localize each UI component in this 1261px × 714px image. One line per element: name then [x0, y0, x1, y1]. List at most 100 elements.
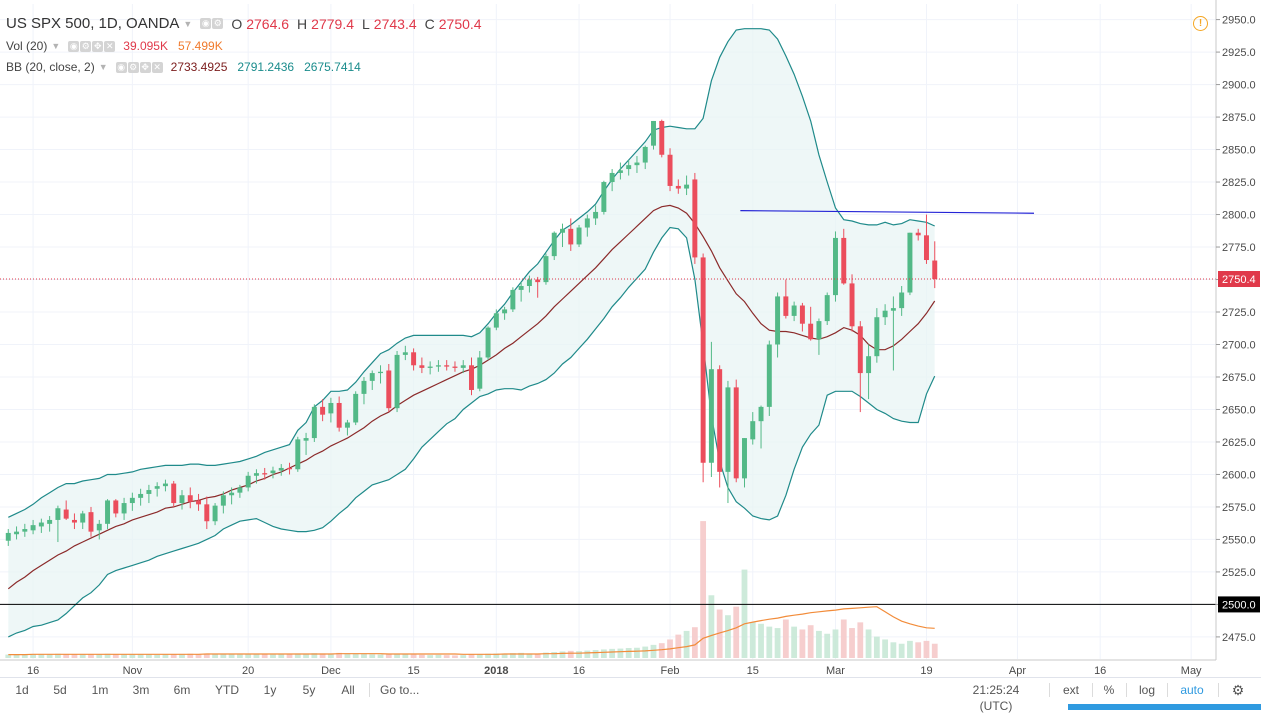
candle-body[interactable] [435, 365, 441, 367]
candle-body[interactable] [551, 232, 557, 257]
candle-body[interactable] [626, 165, 632, 170]
candle-body[interactable] [245, 475, 251, 488]
candle-body[interactable] [444, 365, 450, 367]
trendline[interactable] [740, 210, 1035, 214]
candle-body[interactable] [857, 326, 863, 374]
candle-body[interactable] [212, 505, 218, 522]
clock-time[interactable]: 21:25:24 (UTC) [972, 683, 1020, 713]
range-5y-button[interactable]: 5y [302, 683, 316, 697]
candle-body[interactable] [659, 120, 665, 155]
candle-body[interactable] [750, 421, 756, 440]
candle-body[interactable] [402, 352, 408, 355]
candle-body[interactable] [336, 402, 342, 428]
candle-body[interactable] [96, 523, 102, 531]
candle-body[interactable] [303, 438, 309, 441]
candle-body[interactable] [502, 309, 508, 314]
candle-body[interactable] [80, 513, 86, 523]
candle-body[interactable] [609, 172, 615, 183]
candle-body[interactable] [154, 486, 160, 489]
candle-body[interactable] [899, 292, 905, 309]
candle-body[interactable] [196, 500, 202, 505]
candle-body[interactable] [138, 493, 144, 498]
candle-body[interactable] [808, 323, 814, 340]
candle-body[interactable] [179, 495, 185, 504]
alert-icon[interactable]: ! [1193, 16, 1208, 31]
eye-icon[interactable]: ◉ [115, 61, 127, 73]
candle-body[interactable] [684, 184, 690, 189]
candle-body[interactable] [477, 357, 483, 389]
candle-body[interactable] [576, 227, 582, 245]
candle-body[interactable] [824, 295, 830, 322]
candle-body[interactable] [543, 256, 549, 283]
auto-toggle[interactable]: auto [1180, 683, 1204, 697]
candle-body[interactable] [237, 487, 243, 493]
candle-body[interactable] [14, 531, 20, 535]
candle-body[interactable] [427, 366, 433, 368]
candle-body[interactable] [88, 512, 94, 532]
candle-body[interactable] [526, 279, 532, 287]
range-ytd-button[interactable]: YTD [215, 683, 239, 697]
chevron-down-icon[interactable]: ▼ [51, 41, 61, 51]
candle-body[interactable] [791, 305, 797, 316]
candle-body[interactable] [485, 327, 491, 358]
candle-body[interactable] [378, 371, 383, 374]
candle-body[interactable] [617, 170, 623, 173]
candle-body[interactable] [105, 500, 111, 524]
candle-body[interactable] [700, 257, 706, 463]
candle-body[interactable] [874, 317, 880, 357]
settings-icon[interactable]: ⚙ [80, 40, 92, 52]
candle-body[interactable] [775, 296, 781, 345]
candle-body[interactable] [171, 483, 177, 504]
candle-body[interactable] [932, 260, 938, 279]
chevron-down-icon[interactable]: ▼ [98, 62, 108, 72]
candle-body[interactable] [725, 387, 731, 472]
candle-body[interactable] [642, 146, 648, 163]
range-6m-button[interactable]: 6m [173, 683, 191, 697]
candle-body[interactable] [229, 492, 235, 496]
candle-body[interactable] [253, 473, 259, 476]
candle-body[interactable] [220, 495, 226, 506]
settings-icon[interactable]: ⚙ [127, 61, 139, 73]
candle-body[interactable] [634, 162, 640, 166]
ext-toggle[interactable]: ext [1062, 683, 1079, 697]
candle-body[interactable] [287, 467, 293, 470]
candle-body[interactable] [129, 497, 135, 504]
candle-body[interactable] [162, 483, 168, 487]
symbol-title[interactable]: US SPX 500, 1D, OANDA [6, 15, 180, 32]
candle-body[interactable] [386, 370, 392, 409]
candle-body[interactable] [651, 120, 656, 146]
candle-body[interactable] [493, 313, 499, 328]
candle-body[interactable] [311, 406, 317, 439]
candle-body[interactable] [320, 406, 326, 415]
candle-body[interactable] [5, 532, 11, 541]
candle-body[interactable] [344, 422, 350, 428]
candle-body[interactable] [22, 529, 28, 532]
candle-body[interactable] [766, 344, 772, 407]
candle-body[interactable] [667, 154, 673, 186]
candle-body[interactable] [882, 310, 888, 318]
candle-body[interactable] [369, 373, 375, 381]
settings-icon[interactable]: ⚙ [212, 18, 224, 29]
eye-icon[interactable]: ◉ [68, 40, 80, 52]
candle-body[interactable] [568, 228, 574, 245]
candle-body[interactable] [63, 509, 69, 519]
candle-body[interactable] [708, 369, 714, 463]
candle-body[interactable] [717, 369, 723, 472]
candle-body[interactable] [47, 519, 53, 524]
gear-icon[interactable]: ⚙ [1231, 682, 1245, 698]
candle-body[interactable] [923, 235, 929, 261]
candle-body[interactable] [270, 470, 276, 474]
eye-icon[interactable]: ◉ [200, 18, 212, 29]
candle-body[interactable] [783, 296, 789, 316]
chevron-down-icon[interactable]: ▼ [183, 18, 193, 29]
candle-body[interactable] [890, 308, 896, 311]
volume-label[interactable]: Vol (20) [6, 39, 48, 53]
range-all-button[interactable]: All [341, 683, 355, 697]
move-icon[interactable]: ✥ [92, 40, 104, 52]
candle-body[interactable] [833, 237, 838, 296]
candle-body[interactable] [71, 519, 77, 523]
bb-label[interactable]: BB (20, close, 2) [6, 60, 95, 74]
candle-body[interactable] [394, 354, 400, 409]
candle-body[interactable] [361, 380, 367, 394]
range-3m-button[interactable]: 3m [132, 683, 150, 697]
